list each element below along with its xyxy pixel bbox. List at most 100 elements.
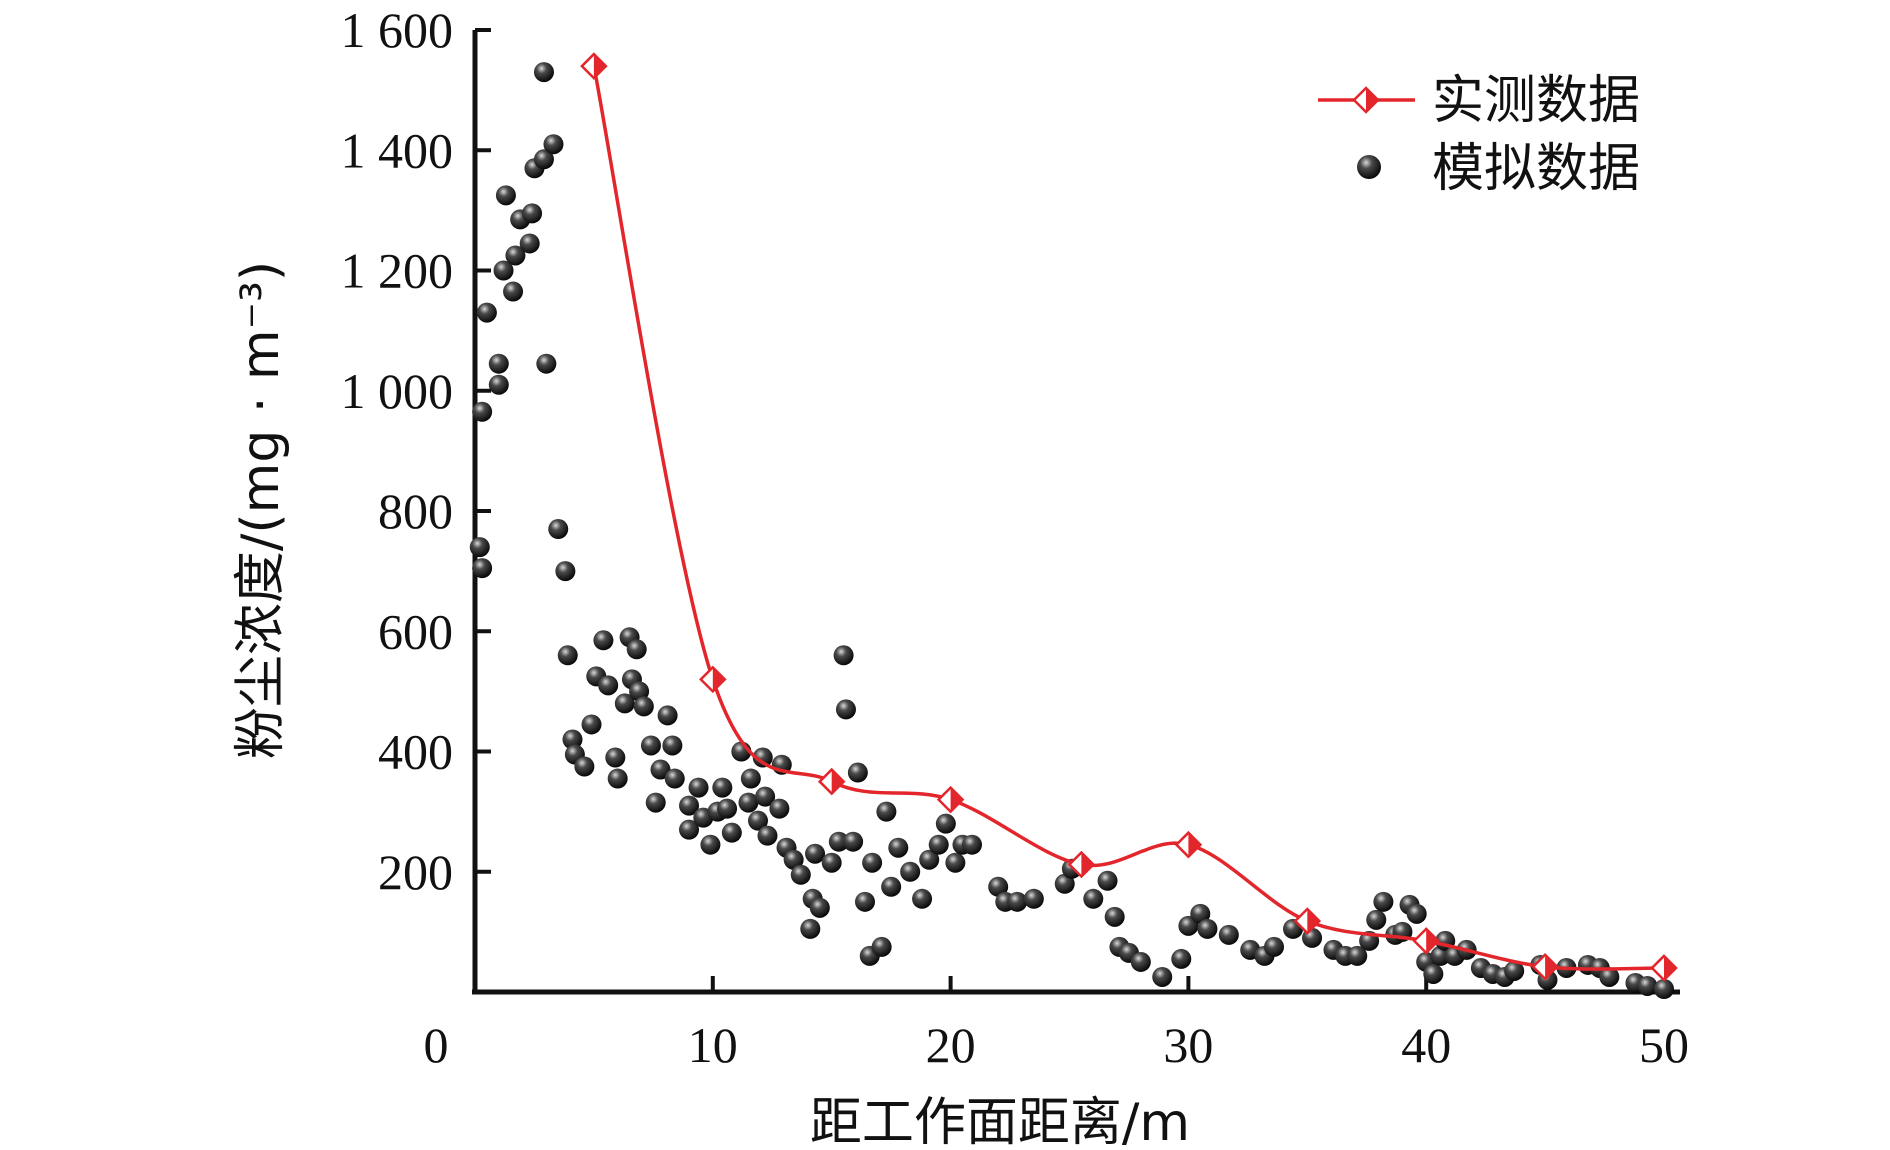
measured-point	[1412, 927, 1440, 955]
measured-point	[817, 767, 846, 796]
simulated-point	[1430, 945, 1451, 966]
legend-simulated-marker	[1357, 155, 1381, 179]
simulated-point	[1504, 960, 1525, 981]
simulated-point	[928, 834, 949, 855]
y-tick-label: 1 200	[341, 243, 454, 299]
simulated-point	[717, 798, 738, 819]
simulated-point	[988, 876, 1009, 897]
simulated-point	[1104, 906, 1125, 927]
x-tick-label: 40	[1401, 1017, 1451, 1073]
simulated-point	[854, 891, 875, 912]
measured-point	[936, 785, 965, 814]
simulated-point	[881, 876, 902, 897]
simulated-point	[757, 825, 778, 846]
simulated-point	[1366, 909, 1387, 930]
simulated-point	[626, 639, 647, 660]
simulated-point	[469, 537, 490, 558]
simulated-point	[505, 245, 526, 266]
simulated-point	[876, 801, 897, 822]
simulated-point	[640, 735, 661, 756]
simulated-point	[1054, 873, 1075, 894]
simulated-point	[1423, 963, 1444, 984]
simulated-point	[562, 729, 583, 750]
measured-data-series	[580, 52, 1678, 982]
simulated-point	[843, 831, 864, 852]
simulated-point	[783, 849, 804, 870]
simulated-point	[800, 918, 821, 939]
simulated-point	[1406, 903, 1427, 924]
legend: 实测数据 模拟数据	[1318, 71, 1640, 199]
simulated-point	[557, 645, 578, 666]
simulated-point	[533, 149, 554, 170]
x-tick-label: 10	[688, 1017, 738, 1073]
y-ticks: 200 400 600 800 1 000 1 200 1 400 1 600	[341, 2, 491, 900]
simulated-point	[503, 281, 524, 302]
y-tick-label: 1 600	[341, 2, 454, 58]
simulated-point	[835, 699, 856, 720]
simulated-point	[605, 747, 626, 768]
measured-point	[1650, 954, 1678, 982]
y-tick-label: 400	[378, 724, 453, 780]
measured-curve	[592, 65, 1665, 971]
simulated-point	[1637, 975, 1658, 996]
simulated-point	[747, 810, 768, 831]
simulated-point	[493, 260, 514, 281]
simulated-point	[871, 936, 892, 957]
simulated-point	[1152, 966, 1173, 987]
simulated-point	[650, 759, 671, 780]
simulated-point	[769, 798, 790, 819]
simulated-point	[833, 645, 854, 666]
legend-diamond-shape	[1352, 86, 1380, 114]
simulated-point	[536, 353, 557, 374]
simulated-point	[738, 792, 759, 813]
x-tick-label: 30	[1163, 1017, 1213, 1073]
simulated-point	[962, 834, 983, 855]
simulated-point	[821, 852, 842, 873]
simulated-point	[945, 852, 966, 873]
simulated-point	[1599, 966, 1620, 987]
simulated-point	[581, 714, 602, 735]
simulated-point	[888, 837, 909, 858]
simulated-point	[533, 62, 554, 83]
simulated-point	[657, 705, 678, 726]
y-tick-label: 600	[378, 603, 453, 659]
simulated-point	[548, 519, 569, 540]
measured-point	[1293, 907, 1322, 935]
simulated-point	[740, 768, 761, 789]
simulated-point	[574, 756, 595, 777]
simulated-point	[555, 561, 576, 582]
legend-measured-label: 实测数据	[1432, 71, 1640, 131]
simulated-point	[700, 834, 721, 855]
simulated-point	[755, 786, 776, 807]
simulated-point	[519, 233, 540, 254]
simulated-point	[543, 134, 564, 155]
y-tick-label: 200	[378, 844, 453, 900]
simulated-point	[688, 777, 709, 798]
x-tick-label: 20	[926, 1017, 976, 1073]
measured-point	[699, 665, 727, 694]
simulated-point	[1171, 948, 1192, 969]
simulated-point	[790, 864, 811, 885]
x-axis-title: 距工作面距离/m	[810, 1093, 1190, 1150]
simulated-point	[495, 185, 516, 206]
simulated-point	[1097, 870, 1118, 891]
simulated-data-points	[469, 62, 1674, 999]
simulated-point	[828, 831, 849, 852]
y-tick-label: 800	[378, 483, 453, 539]
simulated-point	[664, 768, 685, 789]
measured-point	[580, 52, 608, 80]
simulated-point	[1264, 936, 1285, 957]
simulated-point	[1083, 888, 1104, 909]
simulated-point	[593, 630, 614, 651]
simulated-point	[629, 681, 650, 702]
simulated-point	[633, 696, 654, 717]
simulated-point	[1130, 951, 1151, 972]
simulated-point	[1654, 978, 1674, 999]
simulated-point	[935, 813, 956, 834]
simulated-point	[862, 852, 883, 873]
simulated-point	[598, 675, 619, 696]
simulated-point	[607, 768, 628, 789]
simulated-point	[752, 747, 773, 768]
simulated-point	[1007, 891, 1028, 912]
